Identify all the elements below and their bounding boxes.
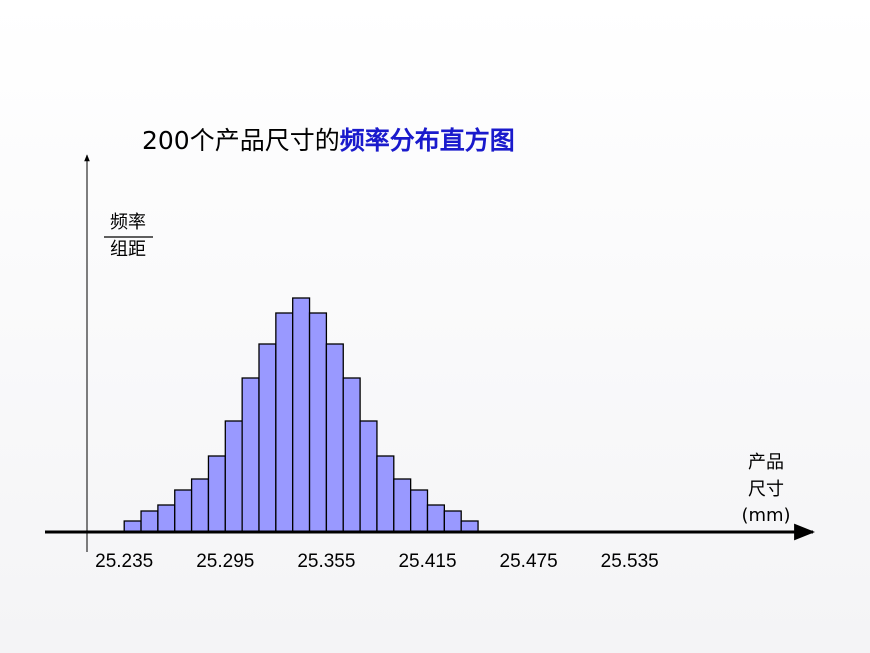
x-tick-label: 25.355 [297, 551, 355, 572]
bar [224, 420, 243, 533]
bar [460, 520, 479, 533]
bar [275, 312, 294, 533]
bar [157, 504, 176, 533]
bar [426, 504, 446, 533]
x-label: 尺寸 [748, 479, 784, 500]
bar [342, 377, 361, 533]
bar [376, 455, 395, 533]
bar [207, 455, 226, 533]
bar [308, 312, 328, 533]
x-tick-label: 25.535 [601, 551, 659, 572]
bar [241, 377, 260, 533]
bar [190, 478, 210, 533]
x-label: 产品 [748, 452, 784, 473]
chart-title: 200个产品尺寸的频率分布直方图 [142, 126, 515, 155]
bar [140, 510, 159, 533]
y-label-top: 频率 [110, 212, 146, 233]
bar [123, 520, 142, 533]
bar [443, 510, 462, 533]
x-tick-label: 25.295 [196, 551, 254, 572]
title-emphasis: 频率分布直方图 [340, 126, 515, 155]
x-tick-label: 25.415 [398, 551, 456, 572]
x-tick-label: 25.475 [500, 551, 558, 572]
title-plain: 200个产品尺寸的 [142, 126, 340, 155]
bar [409, 489, 429, 533]
x-label: (mm) [741, 505, 790, 526]
x-tick-label: 25.235 [95, 551, 153, 572]
bar [393, 478, 412, 533]
bar [174, 489, 193, 533]
bar [359, 420, 378, 533]
y-label-bottom: 组距 [110, 239, 146, 260]
bar [258, 343, 277, 533]
bar [292, 297, 311, 533]
bar [325, 343, 344, 533]
